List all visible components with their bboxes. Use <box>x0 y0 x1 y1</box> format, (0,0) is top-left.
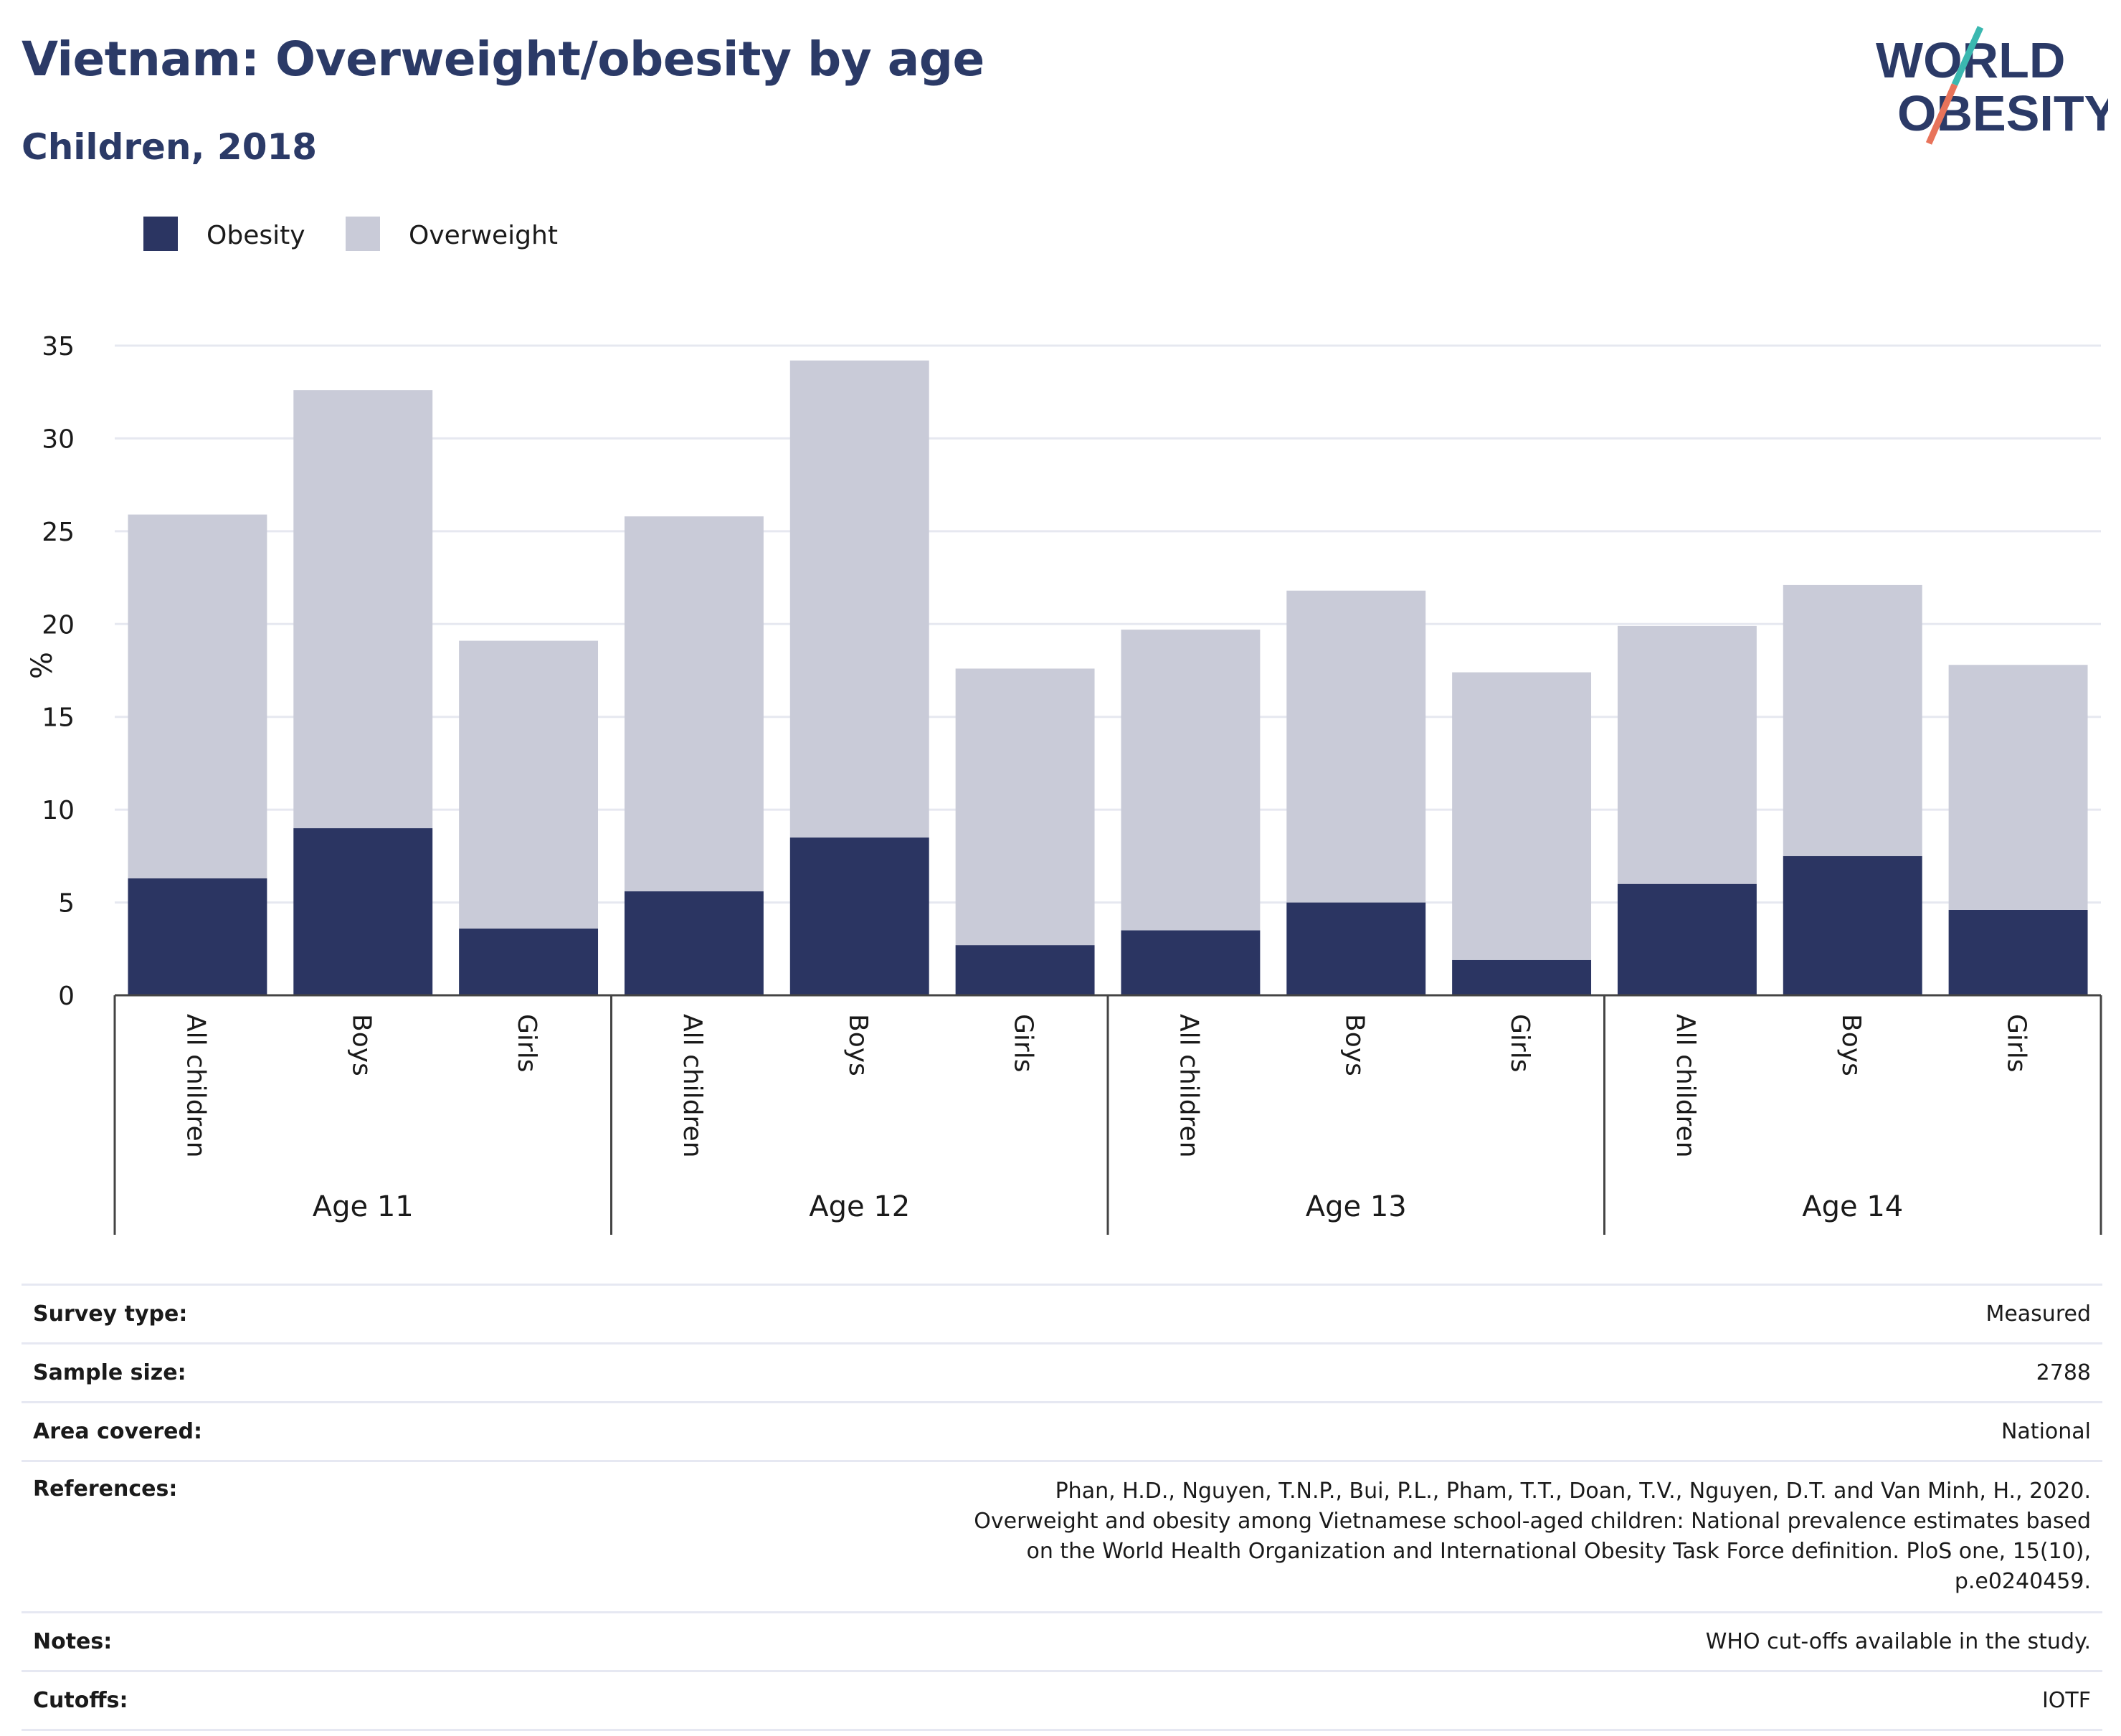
logo-line2: OBESITY <box>1897 85 2108 141</box>
info-row: Sample size: 2788 <box>22 1344 2102 1403</box>
group-label: Age 13 <box>1306 1190 1407 1223</box>
group-labels: Age 11 Age 12 Age 13 Age 14 <box>313 1190 1903 1223</box>
x-tick-label: Boys <box>346 1014 376 1076</box>
x-tick-label: Girls <box>1009 1014 1038 1072</box>
legend-swatch-obesity <box>143 217 178 251</box>
group-label: Age 11 <box>313 1190 414 1223</box>
logo-line1: WORLD <box>1876 32 2065 88</box>
y-tick-label: 35 <box>42 332 75 361</box>
bar-obesity <box>1121 930 1261 995</box>
logo-slash-teal <box>1951 26 1984 86</box>
info-row: Area covered: National <box>22 1403 2102 1461</box>
info-value: IOTF <box>2041 1687 2091 1713</box>
logo-slash-coral <box>1925 83 1958 145</box>
info-key: Survey type: <box>33 1301 188 1327</box>
bar-overweight <box>1617 625 1757 884</box>
bar-obesity <box>293 828 433 995</box>
bar-obesity <box>955 945 1095 995</box>
axes <box>113 994 2102 1235</box>
bar-overweight <box>1286 590 1426 903</box>
info-key: Sample size: <box>33 1360 186 1385</box>
bar-obesity <box>459 928 599 995</box>
y-tick-label: 0 <box>58 982 75 1011</box>
legend-label-overweight: Overweight <box>409 221 558 250</box>
y-tick-label: 20 <box>42 610 75 640</box>
info-value: WHO cut-offs available in the study. <box>1705 1628 2091 1654</box>
bar-overweight <box>624 516 764 892</box>
info-row: Notes: WHO cut-offs available in the stud… <box>22 1613 2102 1671</box>
bar-obesity <box>789 837 929 995</box>
y-tick-label: 25 <box>42 518 75 547</box>
y-tick-label: 15 <box>42 703 75 733</box>
bar-overweight <box>789 360 929 838</box>
bar-overweight <box>1452 672 1592 960</box>
grid-lines <box>115 344 2101 904</box>
bars <box>128 360 2088 995</box>
x-tick-label: Boys <box>1836 1014 1866 1076</box>
x-tick-label: Girls <box>512 1014 541 1072</box>
legend-swatch-overweight <box>346 217 380 251</box>
info-key: Area covered: <box>33 1419 202 1444</box>
info-value: Measured <box>1985 1301 2091 1327</box>
bar-obesity <box>624 891 764 995</box>
x-tick-label: Boys <box>1339 1014 1369 1076</box>
x-tick-label: Girls <box>1505 1014 1534 1072</box>
legend-label-obesity: Obesity <box>207 221 305 250</box>
y-tick-label: 30 <box>42 424 75 454</box>
bar-overweight <box>293 390 433 829</box>
legend: Obesity Overweight <box>143 217 558 251</box>
x-tick-label: Girls <box>2002 1014 2031 1072</box>
group-label: Age 12 <box>809 1190 910 1223</box>
bar-obesity <box>1948 909 2088 995</box>
y-tick-label: 10 <box>42 796 75 825</box>
bar-obesity <box>128 878 267 995</box>
info-row: Survey type: Measured <box>22 1284 2102 1344</box>
bar-overweight <box>955 668 1095 946</box>
info-key: References: <box>33 1476 178 1502</box>
x-tick-label: Boys <box>843 1014 873 1076</box>
survey-info-table: Survey type: Measured Sample size: 2788 Area… <box>22 1284 2102 1731</box>
world-obesity-logo: WORLD OBESITY <box>1876 26 2108 145</box>
info-value: Phan, H.D., Nguyen, T.N.P., Bui, P.L., P… <box>974 1479 2091 1594</box>
bar-overweight <box>128 514 267 878</box>
x-tick-labels: All children Boys Girls All children Boys Gir… <box>181 1014 2031 1158</box>
bar-overweight <box>1121 630 1261 931</box>
y-tick-label: 5 <box>58 889 75 919</box>
info-row: References: Phan, H.D., Nguyen, T.N.P., B… <box>22 1461 2102 1613</box>
bar-overweight <box>459 640 599 929</box>
x-tick-label: All children <box>1671 1014 1700 1158</box>
info-key: Notes: <box>33 1629 113 1654</box>
info-value: National <box>2001 1418 2091 1444</box>
y-tick-labels: 0 5 10 15 20 25 30 35% <box>26 332 75 1011</box>
x-tick-label: All children <box>1174 1014 1203 1158</box>
info-row: Cutoffs: IOTF <box>22 1671 2102 1730</box>
bar-obesity <box>1783 855 1922 995</box>
info-key: Cutoffs: <box>33 1688 128 1713</box>
info-value: 2788 <box>2036 1360 2091 1385</box>
group-label: Age 14 <box>1802 1190 1903 1223</box>
bar-obesity <box>1286 902 1426 995</box>
bar-chart: Obesity Overweight 0 5 10 15 20 25 30 35% All ch… <box>26 217 2102 1235</box>
page-title: Vietnam: Overweight/obesity by age <box>22 32 984 87</box>
bar-overweight <box>1783 584 1922 856</box>
bar-obesity <box>1617 883 1757 995</box>
bar-obesity <box>1452 959 1592 995</box>
page-subtitle: Children, 2018 <box>22 126 318 168</box>
x-tick-label: All children <box>181 1014 210 1158</box>
bar-overweight <box>1948 665 2088 910</box>
x-tick-label: All children <box>678 1014 707 1158</box>
y-axis-label: % <box>26 652 59 679</box>
